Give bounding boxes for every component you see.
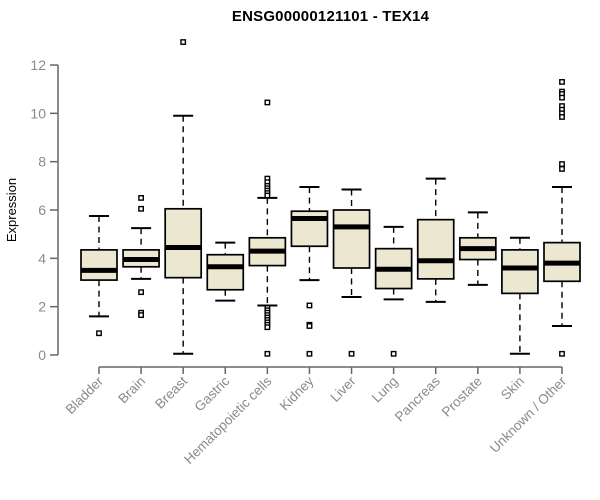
x-tick-label-bladder: Bladder — [63, 373, 107, 417]
outlier-point — [306, 323, 313, 329]
box-unknown-other — [543, 79, 581, 357]
box-hematopoietic-cells — [248, 99, 287, 357]
box-lung — [374, 225, 413, 357]
outlier-point — [559, 161, 565, 167]
outlier-point — [390, 350, 397, 357]
outlier-point — [559, 114, 565, 120]
box-pancreas — [416, 177, 455, 303]
box-bladder — [80, 215, 118, 337]
y-tick-label: 4 — [38, 250, 46, 266]
y-tick-label: 2 — [38, 299, 46, 315]
outlier-point — [264, 99, 271, 106]
outlier-point — [306, 350, 313, 357]
box-brain — [122, 195, 160, 319]
outlier-point — [264, 324, 271, 331]
x-tick-label-kidney: Kidney — [277, 373, 317, 413]
iqr-box — [206, 253, 245, 291]
outlier-point — [138, 205, 144, 212]
y-tick-label: 6 — [38, 202, 46, 218]
outlier-point — [138, 289, 144, 296]
iqr-box — [80, 249, 118, 281]
outlier-point — [559, 350, 565, 357]
box-breast — [164, 39, 203, 355]
iqr-box — [164, 207, 203, 279]
iqr-box — [501, 249, 539, 295]
box-kidney — [290, 186, 329, 357]
iqr-box — [416, 218, 455, 280]
box-prostate — [458, 211, 497, 286]
y-tick-label: 0 — [38, 347, 46, 363]
y-tick-label: 10 — [30, 105, 46, 121]
outlier-point — [306, 302, 313, 309]
outlier-point — [264, 350, 271, 357]
x-tick-label-brain: Brain — [115, 374, 148, 407]
x-tick-label-skin: Skin — [498, 374, 527, 403]
x-tick-label-unknown-other: Unknown / Other — [487, 373, 570, 456]
chart-title: ENSG00000121101 - TEX14 — [231, 8, 430, 25]
outlier-point — [264, 192, 271, 199]
box-liver — [332, 188, 371, 357]
outlier-point — [348, 350, 355, 357]
outlier-point — [559, 94, 565, 101]
x-tick-label-breast: Breast — [152, 373, 190, 411]
y-tick-label: 8 — [38, 154, 46, 170]
x-tick-label-gastric: Gastric — [192, 373, 233, 414]
outlier-point — [96, 330, 102, 337]
y-axis: 0 2 4 6 8 10 12 — [30, 57, 59, 363]
x-tick-label-liver: Liver — [327, 373, 359, 405]
box-skin — [501, 236, 539, 355]
iqr-box — [332, 209, 371, 269]
x-tick-label-lung: Lung — [369, 374, 401, 406]
outlier-point — [138, 312, 144, 319]
outlier-point — [559, 79, 565, 85]
x-tick-label-pancreas: Pancreas — [392, 373, 443, 424]
box-gastric — [206, 241, 245, 302]
outlier-point — [138, 195, 144, 201]
y-tick-label: 12 — [30, 57, 46, 73]
outlier-point — [180, 39, 187, 45]
outlier-point — [559, 166, 565, 172]
x-tick-label-prostate: Prostate — [439, 374, 485, 420]
